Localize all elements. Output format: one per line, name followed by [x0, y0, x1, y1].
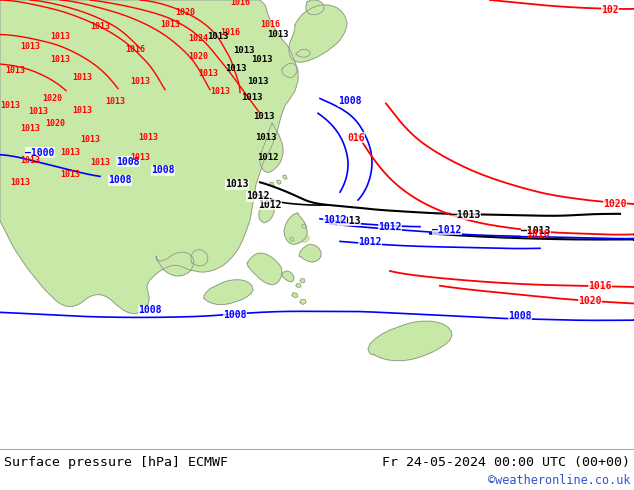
Text: 102: 102 — [601, 5, 619, 15]
Polygon shape — [270, 182, 274, 186]
Text: 1013: 1013 — [210, 87, 230, 96]
Polygon shape — [296, 49, 310, 57]
Polygon shape — [247, 253, 282, 285]
Text: 1013: 1013 — [10, 178, 30, 187]
Text: 1013: 1013 — [138, 133, 158, 143]
Text: 1013: 1013 — [20, 123, 40, 133]
Polygon shape — [302, 225, 306, 229]
Polygon shape — [300, 299, 306, 304]
Text: 1013: 1013 — [90, 158, 110, 167]
Text: 1013: 1013 — [256, 133, 277, 143]
Text: 1012: 1012 — [257, 153, 279, 162]
Polygon shape — [282, 63, 297, 78]
Polygon shape — [283, 175, 287, 179]
Text: 1013: 1013 — [20, 42, 40, 51]
Text: 1013: 1013 — [60, 170, 80, 179]
Polygon shape — [260, 123, 283, 172]
Text: 1013: 1013 — [160, 20, 180, 29]
Text: 1020: 1020 — [175, 8, 195, 17]
Text: 1013: 1013 — [105, 97, 125, 106]
Text: 1013: 1013 — [20, 156, 40, 165]
Text: 1013: 1013 — [72, 74, 92, 82]
Text: 1013: 1013 — [233, 46, 255, 55]
Text: 1016: 1016 — [125, 45, 145, 54]
Text: 1012: 1012 — [258, 200, 281, 210]
Polygon shape — [156, 252, 194, 276]
Text: 1013: 1013 — [337, 216, 361, 226]
Text: 1016: 1016 — [588, 281, 612, 291]
Text: 1013: 1013 — [253, 112, 275, 121]
Text: 1013: 1013 — [80, 135, 100, 145]
Text: 1013: 1013 — [130, 77, 150, 86]
Text: 1013: 1013 — [225, 179, 249, 189]
Polygon shape — [289, 5, 347, 62]
Polygon shape — [306, 0, 324, 15]
Text: 1020: 1020 — [578, 295, 602, 306]
Text: 1008: 1008 — [108, 175, 132, 185]
Text: 1013: 1013 — [198, 70, 218, 78]
Text: 1013: 1013 — [247, 77, 269, 86]
Polygon shape — [300, 279, 305, 283]
Text: 1013: 1013 — [242, 93, 262, 102]
Polygon shape — [284, 213, 307, 245]
Text: Surface pressure [hPa] ECMWF: Surface pressure [hPa] ECMWF — [4, 456, 228, 469]
Text: 1013: 1013 — [60, 148, 80, 157]
Text: 1008: 1008 — [152, 166, 175, 175]
Polygon shape — [259, 199, 274, 222]
Text: 1013: 1013 — [5, 67, 25, 75]
Text: 1016: 1016 — [220, 28, 240, 37]
Text: 1013: 1013 — [50, 32, 70, 41]
Text: 1008: 1008 — [138, 305, 162, 316]
Text: 1013: 1013 — [50, 54, 70, 64]
Text: 1013: 1013 — [72, 106, 92, 115]
Text: 1013: 1013 — [225, 65, 247, 74]
Text: —1012: —1012 — [432, 224, 462, 235]
Text: 1013: 1013 — [28, 107, 48, 116]
Polygon shape — [277, 180, 281, 184]
Text: 1020: 1020 — [42, 94, 62, 103]
Polygon shape — [368, 321, 452, 361]
Polygon shape — [292, 293, 298, 297]
Text: —1000: —1000 — [25, 147, 55, 158]
Text: 1016: 1016 — [526, 228, 550, 239]
Text: 1008: 1008 — [116, 157, 139, 167]
Text: 1016: 1016 — [260, 20, 280, 29]
Text: 1013: 1013 — [268, 30, 288, 39]
Text: 1013: 1013 — [130, 153, 150, 162]
Polygon shape — [290, 238, 294, 242]
Polygon shape — [204, 280, 253, 304]
Text: —1013: —1013 — [451, 210, 481, 220]
Text: 1008: 1008 — [508, 311, 532, 321]
Text: 1012: 1012 — [246, 191, 269, 201]
Text: 1012: 1012 — [358, 237, 382, 247]
Polygon shape — [296, 284, 301, 288]
Text: 1024: 1024 — [188, 34, 208, 43]
Text: 1013: 1013 — [0, 101, 20, 110]
Text: 1008: 1008 — [223, 310, 247, 320]
Polygon shape — [298, 234, 309, 243]
Text: 1020: 1020 — [603, 199, 627, 209]
Text: 1020: 1020 — [188, 51, 208, 61]
Text: 1020: 1020 — [45, 119, 65, 128]
Polygon shape — [299, 245, 321, 262]
Text: —1013: —1013 — [521, 225, 551, 236]
Text: 016: 016 — [347, 133, 365, 143]
Text: 1013: 1013 — [207, 32, 229, 41]
Text: 1013: 1013 — [90, 22, 110, 31]
Polygon shape — [282, 271, 294, 282]
Text: 1012: 1012 — [323, 215, 347, 225]
Text: Fr 24-05-2024 00:00 UTC (00+00): Fr 24-05-2024 00:00 UTC (00+00) — [382, 456, 630, 469]
Text: 1016: 1016 — [230, 0, 250, 7]
Polygon shape — [0, 0, 298, 313]
Text: 1008: 1008 — [339, 97, 362, 106]
Text: ©weatheronline.co.uk: ©weatheronline.co.uk — [488, 473, 630, 487]
Text: 1013: 1013 — [251, 54, 273, 64]
Polygon shape — [191, 249, 208, 266]
Text: 1012: 1012 — [378, 221, 402, 232]
